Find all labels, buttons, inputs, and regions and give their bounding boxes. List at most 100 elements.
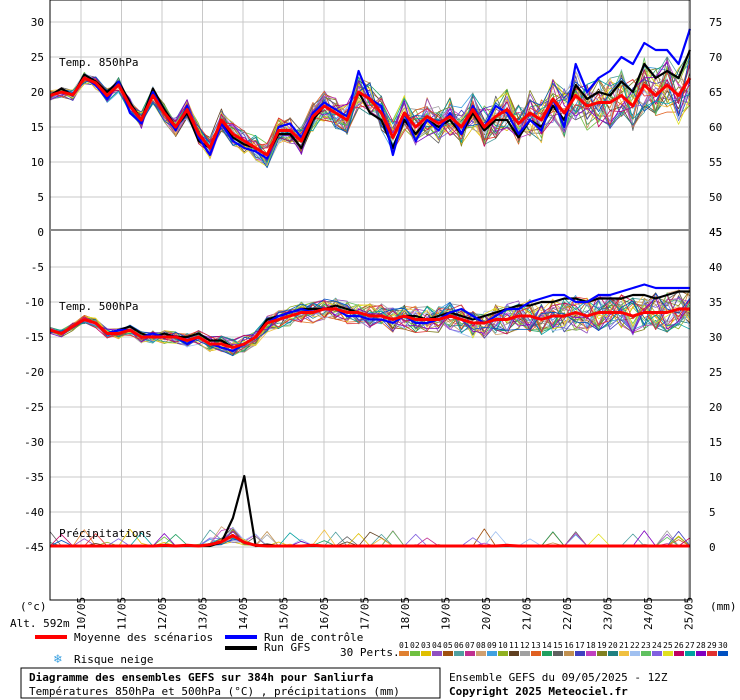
pert-number: 16 — [564, 641, 574, 650]
y-right-tick: 5 — [709, 506, 716, 519]
pert-number: 20 — [608, 641, 618, 650]
y-right-tick: 60 — [709, 121, 722, 134]
pert-swatch — [685, 651, 695, 656]
pert-swatch — [399, 651, 409, 656]
pert-number: 01 — [399, 641, 409, 650]
pert-number: 24 — [652, 641, 662, 650]
pert-swatch — [454, 651, 464, 656]
footer-subtitle: Températures 850hPa et 500hPa (°C) , pré… — [29, 685, 400, 698]
pert-number: 14 — [542, 641, 552, 650]
perturbation-line — [49, 298, 691, 350]
x-tick-label: 13/05 — [197, 597, 210, 630]
pert-number: 18 — [586, 641, 596, 650]
series-line — [49, 307, 690, 349]
y-left-tick: 25 — [31, 51, 44, 64]
pert-swatch — [476, 651, 486, 656]
pert-number: 08 — [476, 641, 486, 650]
pert-number: 03 — [421, 641, 431, 650]
panel-title-500: Temp. 500hPa — [59, 300, 138, 313]
chart-axes: 30252015105075706560555045-5-10-15-20-25… — [24, 0, 722, 630]
pert-swatch — [410, 651, 420, 656]
perturbation-line — [49, 297, 691, 348]
y-left-tick: 5 — [37, 191, 44, 204]
pert-swatch — [597, 651, 607, 656]
series-line — [49, 49, 692, 157]
pert-swatch — [663, 651, 673, 656]
y-left-tick: -25 — [24, 401, 44, 414]
y-right-tick: 20 — [709, 401, 722, 414]
pert-swatch — [608, 651, 618, 656]
pert-number: 09 — [487, 641, 497, 650]
pert-swatch — [443, 651, 453, 656]
pert-number: 13 — [531, 641, 541, 650]
pert-number: 11 — [509, 641, 519, 650]
legend-control-label: Run de contrôle — [264, 631, 363, 644]
y-left-tick: 20 — [31, 86, 44, 99]
altitude-label: Alt. 592m — [10, 617, 70, 630]
pert-swatch — [564, 651, 574, 656]
pert-swatch — [421, 651, 431, 656]
footer-run: Ensemble GEFS du 09/05/2025 - 12Z — [449, 671, 668, 684]
y-right-tick: 65 — [709, 86, 722, 99]
pert-swatch — [553, 651, 563, 656]
perturbation-line — [49, 53, 691, 169]
x-tick-label: 17/05 — [359, 597, 372, 630]
series-line — [49, 76, 692, 157]
pert-number: 12 — [520, 641, 530, 650]
chart-grid — [50, 0, 690, 600]
pert-swatch — [641, 651, 651, 656]
x-tick-label: 23/05 — [602, 597, 615, 630]
legend-gfs-label: Run GFS — [264, 641, 310, 654]
pert-number: 25 — [663, 641, 673, 650]
y-right-tick: 70 — [709, 51, 722, 64]
legend-snow-label: Risque neige — [74, 653, 153, 666]
footer-box — [20, 667, 441, 699]
x-tick-label: 25/05 — [683, 597, 696, 630]
footer-title: Diagramme des ensembles GEFS sur 384h po… — [29, 671, 373, 684]
x-tick-label: 15/05 — [278, 597, 291, 630]
y-right-tick: 15 — [709, 436, 722, 449]
y-left-tick: 0 — [37, 226, 44, 239]
y-left-tick: -45 — [24, 541, 44, 554]
snowflake-icon: ❄ — [53, 652, 62, 667]
pert-swatch — [465, 651, 475, 656]
y-right-tick: 75 — [709, 16, 722, 29]
x-tick-label: 22/05 — [561, 597, 574, 630]
x-tick-label: 18/05 — [399, 597, 412, 630]
x-tick-label: 19/05 — [440, 597, 453, 630]
x-tick-label: 14/05 — [237, 597, 250, 630]
pert-number: 27 — [685, 641, 695, 650]
y-left-tick: -35 — [24, 471, 44, 484]
pert-swatch — [487, 651, 497, 656]
pert-swatch — [707, 651, 717, 656]
pert-number: 21 — [619, 641, 629, 650]
y-right-tick: 40 — [709, 261, 722, 274]
pert-number: 30 — [718, 641, 728, 650]
pert-number: 19 — [597, 641, 607, 650]
pert-number: 06 — [454, 641, 464, 650]
x-tick-label: 16/05 — [318, 597, 331, 630]
pert-number: 29 — [707, 641, 717, 650]
panel-title-precip: Précipitations — [59, 527, 152, 540]
pert-number: 28 — [696, 641, 706, 650]
perturbation-line — [49, 297, 691, 351]
pert-number: 26 — [674, 641, 684, 650]
main-series-lines — [49, 28, 692, 548]
pert-number: 17 — [575, 641, 585, 650]
y-right-tick: 10 — [709, 471, 722, 484]
legend: Moyenne des scénarios Run de contrôle Ru… — [35, 631, 728, 667]
pert-number: 15 — [553, 641, 563, 650]
pert-swatch — [619, 651, 629, 656]
pert-swatch — [652, 651, 662, 656]
y-left-tick: 30 — [31, 16, 44, 29]
y-right-tick: 45 — [709, 226, 722, 239]
pert-swatch — [531, 651, 541, 656]
x-tick-label: 11/05 — [116, 597, 129, 630]
perturbation-line — [49, 50, 691, 164]
pert-number: 07 — [465, 641, 475, 650]
panel-title-850: Temp. 850hPa — [59, 56, 138, 69]
pert-swatch — [718, 651, 728, 656]
pert-number: 10 — [498, 641, 508, 650]
y-right-tick: 35 — [709, 296, 722, 309]
